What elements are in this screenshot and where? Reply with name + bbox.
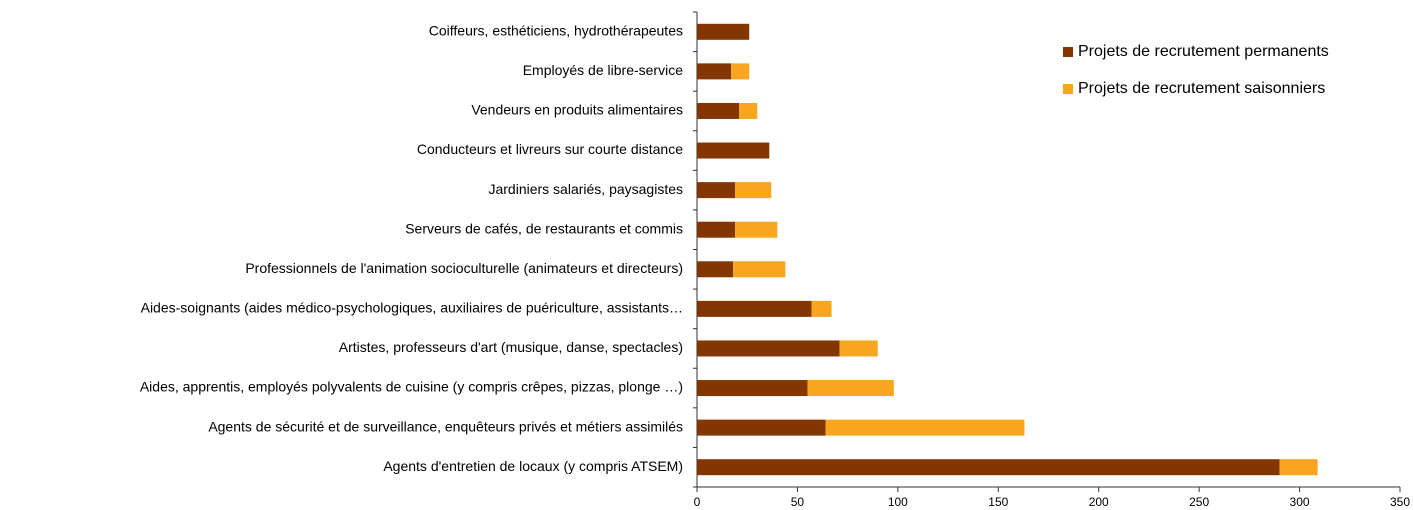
bar-segment [811, 300, 832, 317]
legend-label: Projets de recrutement permanents [1078, 43, 1329, 60]
category-label: Agents de sécurité et de surveillance, e… [208, 418, 683, 434]
bar-segment [697, 221, 736, 238]
x-tick-label: 0 [694, 495, 701, 509]
x-tick-label: 150 [988, 495, 1008, 509]
category-label: Coiffeurs, esthéticiens, hydrothérapeute… [429, 22, 683, 38]
legend-swatch [1063, 47, 1073, 57]
bar-segment [697, 63, 732, 80]
bar-segment [839, 340, 878, 357]
bar-segment [697, 300, 812, 317]
bar-segment [807, 380, 894, 397]
bar-segment [735, 221, 778, 238]
category-label: Aides-soignants (aides médico-psychologi… [141, 300, 683, 316]
bar-segment [697, 261, 734, 278]
bar-segment [1279, 459, 1318, 476]
x-tick-label: 250 [1189, 495, 1209, 509]
category-label: Conducteurs et livreurs sur courte dista… [417, 141, 683, 157]
bar-segment [731, 63, 750, 80]
x-tick-label: 300 [1290, 495, 1310, 509]
category-label: Employés de libre-service [523, 62, 683, 78]
bar-segment [735, 182, 772, 199]
bar-segment [697, 142, 770, 159]
category-label: Artistes, professeurs d'art (musique, da… [339, 339, 683, 355]
x-tick-label: 200 [1089, 495, 1109, 509]
bar-segment [739, 102, 758, 119]
bar-segment [825, 419, 1025, 436]
legend-label: Projets de recrutement saisonniers [1078, 80, 1325, 97]
bar-segment [733, 261, 786, 278]
category-label: Aides, apprentis, employés polyvalents d… [140, 379, 683, 395]
bar-segment [697, 102, 740, 119]
bar-segment [697, 459, 1280, 476]
category-label: Professionnels de l'animation sociocultu… [245, 260, 683, 276]
bar-segment [697, 182, 736, 199]
category-label: Agents d'entretien de locaux (y compris … [383, 458, 683, 474]
x-tick-label: 50 [791, 495, 805, 509]
bar-segment [697, 419, 826, 436]
x-tick-label: 350 [1390, 495, 1410, 509]
bar-segment [697, 380, 808, 397]
x-tick-label: 100 [888, 495, 908, 509]
bar-segment [697, 340, 840, 357]
category-label: Serveurs de cafés, de restaurants et com… [405, 220, 683, 236]
legend-swatch [1063, 84, 1073, 94]
category-label: Jardiniers salariés, paysagistes [488, 181, 683, 197]
bar-segment [697, 23, 750, 40]
category-label: Vendeurs en produits alimentaires [471, 102, 683, 118]
